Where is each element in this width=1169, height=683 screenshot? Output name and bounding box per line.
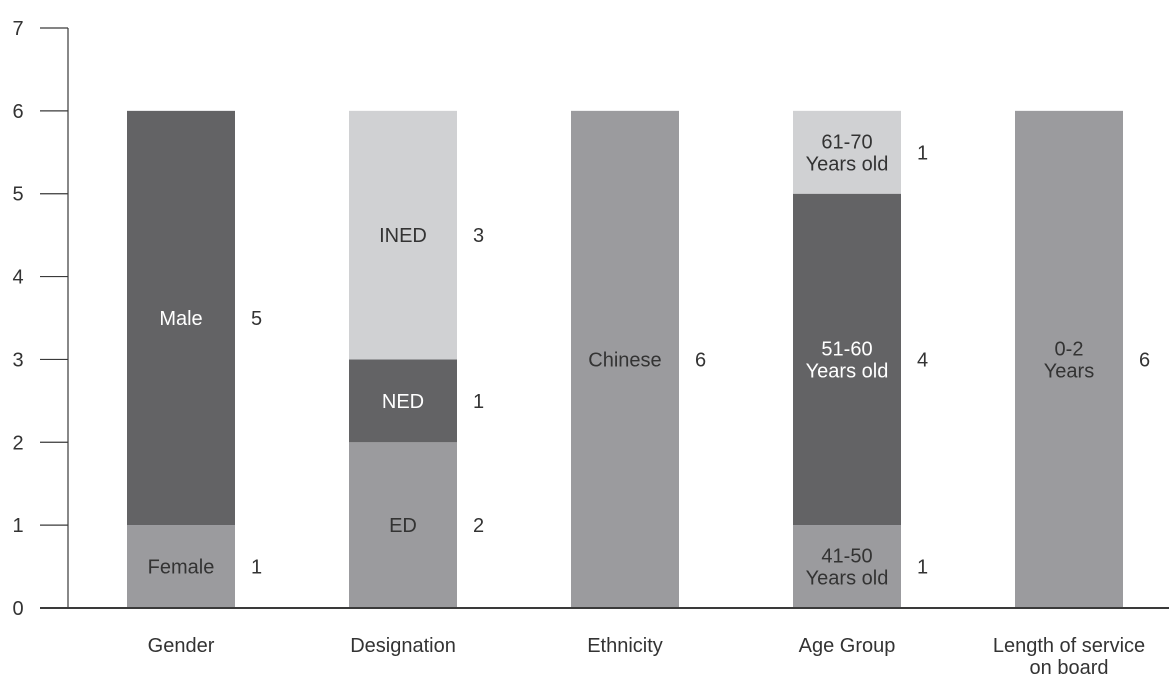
bar-group: Chinese 6 (571, 110, 706, 608)
y-tick-label: 6 (12, 101, 23, 123)
segment-label-line: 41-50 (821, 546, 872, 568)
segment-label-line: Years (1044, 360, 1094, 382)
y-axis: 0 1 2 3 4 5 6 7 (12, 18, 69, 620)
bar-group: ED 2 NED 1 INED 3 (349, 110, 484, 608)
segment-count: 3 (473, 225, 484, 247)
y-tick-label: 3 (12, 349, 23, 371)
segment-label: 0-2 Years (1044, 338, 1094, 382)
x-axis: Gender Designation Ethnicity Age Group Lengt… (40, 607, 1169, 679)
x-category-label-line: Designation (350, 635, 456, 657)
x-category-label: Ethnicity (587, 635, 663, 657)
bar-segment (793, 193, 901, 526)
segment-label-line: Male (159, 308, 202, 330)
segment-count: 2 (473, 515, 484, 537)
y-tick-label: 1 (12, 515, 23, 537)
bar-segment (349, 359, 457, 443)
segment-label-line: Years old (806, 568, 889, 590)
x-category-label: Age Group (799, 635, 896, 657)
bar-segment (793, 110, 901, 194)
bar-segment (127, 110, 235, 526)
bar-segment (349, 442, 457, 608)
y-tick-label: 4 (12, 267, 23, 289)
bar-segment (793, 525, 901, 608)
segment-label-line: 51-60 (821, 338, 872, 360)
segment-count: 4 (917, 349, 928, 371)
segment-label-line: Chinese (588, 349, 661, 371)
y-tick-label: 0 (12, 598, 23, 620)
segment-label: 51-60 Years old (806, 338, 889, 382)
segment-label: NED (382, 391, 424, 413)
segment-label-line: 0-2 (1055, 338, 1084, 360)
bar-group: Female 1 Male 5 (127, 110, 262, 608)
segment-label-line: 61-70 (821, 131, 872, 153)
segment-label: 41-50 Years old (806, 546, 889, 590)
segment-label: Female (148, 557, 215, 579)
x-category-label-line: Gender (148, 635, 215, 657)
segment-count: 6 (695, 349, 706, 371)
segment-label: Chinese (588, 349, 661, 371)
y-tick-label: 5 (12, 184, 23, 206)
segment-count: 1 (917, 557, 928, 579)
bar-group: 0-2 Years 6 (1015, 110, 1150, 608)
segment-count: 6 (1139, 349, 1150, 371)
segment-count: 1 (917, 142, 928, 164)
bar-segment (571, 110, 679, 608)
bar-segment (1015, 110, 1123, 608)
y-tick-label: 7 (12, 18, 23, 40)
segment-label: 61-70 Years old (806, 131, 889, 175)
segment-label: Male (159, 308, 202, 330)
segment-count: 1 (251, 557, 262, 579)
segment-count: 1 (473, 391, 484, 413)
segment-label-line: Female (148, 557, 215, 579)
x-category-label-line: Age Group (799, 635, 896, 657)
x-category-label: Designation (350, 635, 456, 657)
bar-group: 41-50 Years old 151-60 Years old 461-70 Years… (793, 110, 928, 608)
x-category-label-line: Ethnicity (587, 635, 663, 657)
segment-label-line: Years old (806, 153, 889, 175)
x-category-label-line: Length of service (993, 635, 1145, 657)
bar-segment (349, 110, 457, 360)
y-tick-label: 2 (12, 432, 23, 454)
x-category-label: Length of service on board (993, 635, 1145, 679)
segment-label-line: NED (382, 391, 424, 413)
segment-label-line: Years old (806, 360, 889, 382)
segment-label-line: INED (379, 225, 427, 247)
segment-label-line: ED (389, 515, 417, 537)
bar-segment (127, 525, 235, 608)
segment-label: ED (389, 515, 417, 537)
x-category-label: Gender (148, 635, 215, 657)
x-category-label-line: on board (1030, 657, 1109, 679)
segment-label: INED (379, 225, 427, 247)
segment-count: 5 (251, 308, 262, 330)
